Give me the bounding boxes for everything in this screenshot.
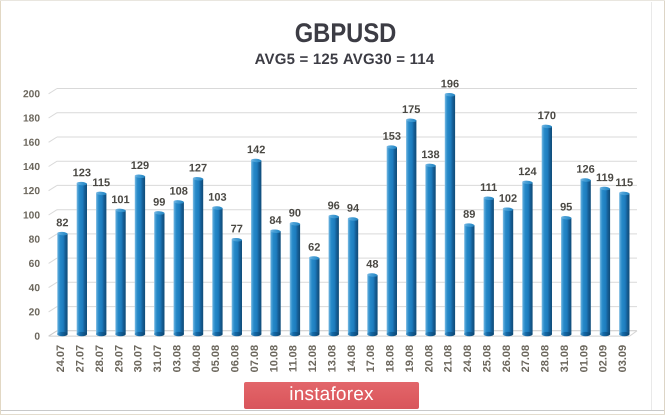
svg-text:170: 170 xyxy=(538,110,556,122)
svg-text:28.07: 28.07 xyxy=(94,345,106,373)
svg-text:17.08: 17.08 xyxy=(365,345,377,373)
svg-text:14.08: 14.08 xyxy=(346,345,358,373)
svg-text:120: 120 xyxy=(23,186,40,197)
svg-text:21.08: 21.08 xyxy=(443,345,455,373)
svg-text:28.08: 28.08 xyxy=(540,345,552,373)
svg-text:82: 82 xyxy=(56,217,68,229)
svg-text:20: 20 xyxy=(29,307,41,318)
svg-text:196: 196 xyxy=(441,78,459,90)
svg-text:12.08: 12.08 xyxy=(307,345,319,373)
svg-text:140: 140 xyxy=(23,162,40,173)
svg-text:20.08: 20.08 xyxy=(423,345,435,373)
svg-text:103: 103 xyxy=(208,192,226,204)
svg-text:96: 96 xyxy=(328,200,340,212)
svg-text:200: 200 xyxy=(23,89,40,100)
svg-text:02.09: 02.09 xyxy=(598,345,610,373)
svg-text:142: 142 xyxy=(247,144,265,156)
svg-text:48: 48 xyxy=(366,259,378,271)
svg-text:80: 80 xyxy=(29,235,41,246)
svg-text:153: 153 xyxy=(383,131,401,143)
svg-text:77: 77 xyxy=(231,223,243,235)
svg-text:101: 101 xyxy=(111,194,129,206)
svg-text:26.08: 26.08 xyxy=(501,345,513,373)
svg-text:95: 95 xyxy=(560,201,572,213)
svg-text:06.08: 06.08 xyxy=(230,345,242,373)
svg-text:180: 180 xyxy=(23,113,40,124)
svg-text:99: 99 xyxy=(153,197,165,209)
svg-text:24.07: 24.07 xyxy=(55,345,67,373)
svg-text:89: 89 xyxy=(463,209,475,221)
svg-text:03.09: 03.09 xyxy=(617,345,629,373)
svg-text:24.08: 24.08 xyxy=(462,345,474,373)
svg-text:05.08: 05.08 xyxy=(210,345,222,373)
svg-text:19.08: 19.08 xyxy=(404,345,416,373)
svg-text:31.07: 31.07 xyxy=(152,345,164,373)
svg-text:90: 90 xyxy=(289,207,301,219)
svg-text:108: 108 xyxy=(170,186,188,198)
svg-text:115: 115 xyxy=(92,177,110,189)
svg-text:0: 0 xyxy=(34,332,40,343)
svg-text:03.08: 03.08 xyxy=(171,345,183,373)
svg-text:27.08: 27.08 xyxy=(520,345,532,373)
svg-text:25.08: 25.08 xyxy=(482,345,494,373)
svg-text:124: 124 xyxy=(518,166,537,178)
svg-text:27.07: 27.07 xyxy=(75,345,87,373)
svg-text:102: 102 xyxy=(499,193,517,205)
svg-text:10.08: 10.08 xyxy=(268,345,280,373)
svg-text:13.08: 13.08 xyxy=(327,345,339,373)
svg-text:115: 115 xyxy=(615,177,633,189)
svg-text:160: 160 xyxy=(23,138,40,149)
svg-text:175: 175 xyxy=(402,104,420,116)
svg-text:30.07: 30.07 xyxy=(133,345,145,373)
svg-text:123: 123 xyxy=(73,167,91,179)
svg-text:111: 111 xyxy=(480,182,497,194)
svg-text:60: 60 xyxy=(29,259,41,270)
svg-text:11.08: 11.08 xyxy=(288,345,300,372)
svg-text:18.08: 18.08 xyxy=(385,345,397,373)
svg-text:01.09: 01.09 xyxy=(578,345,590,373)
svg-text:31.08: 31.08 xyxy=(559,345,571,373)
svg-text:84: 84 xyxy=(269,215,282,227)
svg-text:62: 62 xyxy=(308,242,320,254)
svg-text:119: 119 xyxy=(596,172,614,184)
svg-text:127: 127 xyxy=(189,162,207,174)
svg-text:126: 126 xyxy=(576,164,594,176)
svg-text:04.08: 04.08 xyxy=(191,345,203,373)
svg-text:94: 94 xyxy=(347,203,360,215)
svg-text:129: 129 xyxy=(131,160,149,172)
svg-text:07.08: 07.08 xyxy=(249,345,261,373)
svg-text:100: 100 xyxy=(23,210,40,221)
svg-text:40: 40 xyxy=(29,283,41,294)
svg-text:138: 138 xyxy=(421,149,439,161)
svg-text:29.07: 29.07 xyxy=(113,345,125,373)
